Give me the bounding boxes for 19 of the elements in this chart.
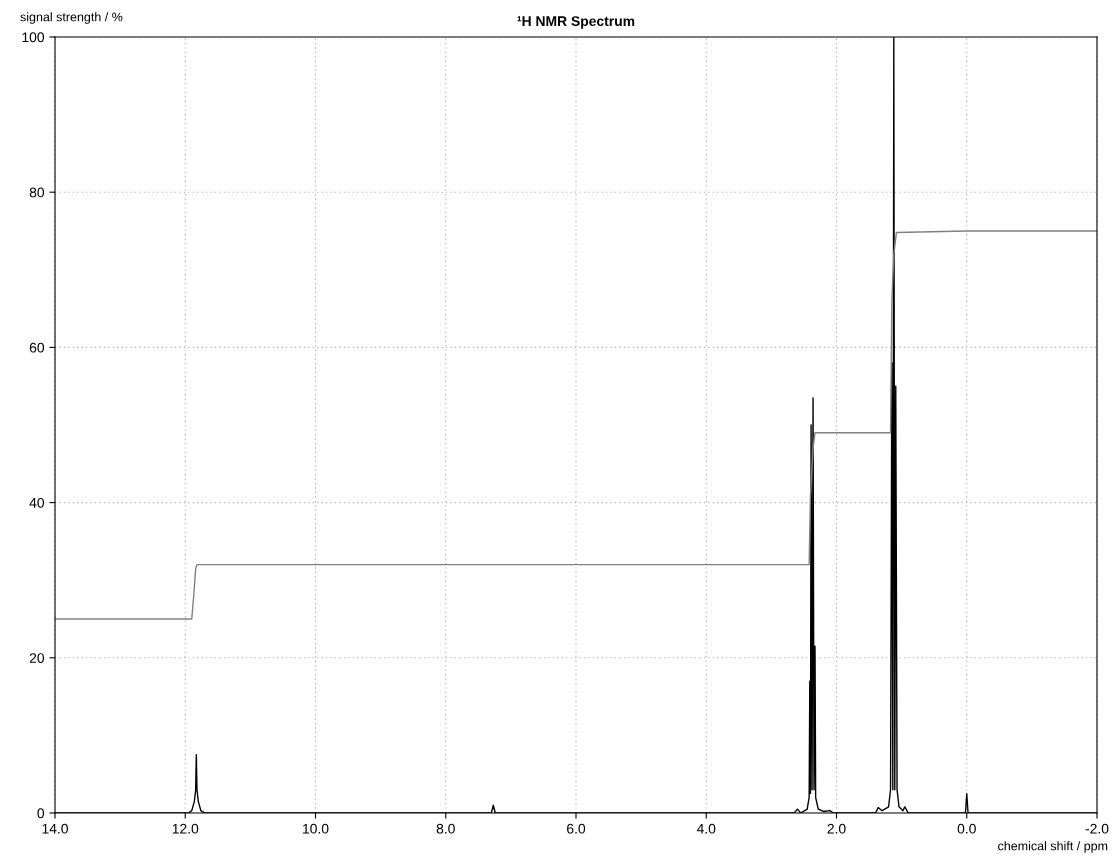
x-tick-label: 4.0 (696, 823, 716, 834)
x-tick-label: 6.0 (567, 823, 586, 834)
x-tick-label: 10.0 (303, 823, 329, 834)
x-tick-label: 0.0 (957, 823, 976, 834)
y-axis-title: signal strength / % (20, 12, 123, 24)
line-series (55, 230, 1097, 620)
x-axis-title: chemical shift / ppm (998, 841, 1108, 853)
x-tick-label: -2.0 (1085, 823, 1109, 834)
y-tick-label: 60 (29, 342, 45, 353)
y-tick-label: 0 (37, 808, 45, 819)
chart-title: ¹H NMR Spectrum (517, 16, 635, 29)
x-tick-label: 14.0 (42, 823, 68, 834)
x-tick-label: 2.0 (827, 823, 846, 834)
y-tick-label: 100 (22, 32, 45, 43)
y-tick-label: 80 (29, 187, 45, 198)
y-tick-label: 40 (29, 497, 45, 508)
y-tick-label: 20 (29, 653, 45, 663)
x-tick-label: 8.0 (436, 823, 455, 834)
x-tick-label: 12.0 (172, 823, 199, 834)
